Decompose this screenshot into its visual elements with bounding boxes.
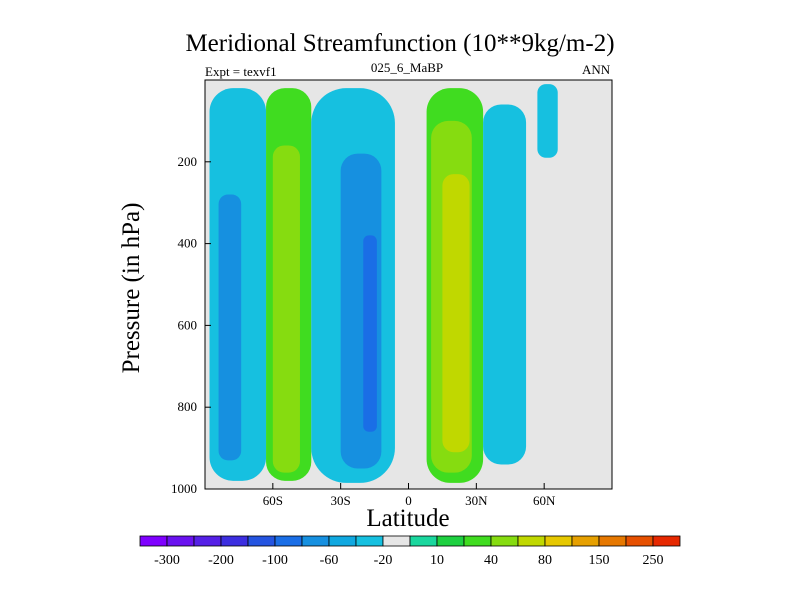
colorbar-swatch — [436, 535, 465, 547]
case-label: 025_6_MaBP — [370, 60, 444, 75]
y-tick-label: 200 — [178, 154, 198, 169]
colorbar-swatch — [382, 535, 411, 547]
colorbar-label: -200 — [208, 553, 234, 568]
colorbar-label: -300 — [154, 553, 180, 568]
colorbar-swatch — [409, 535, 438, 547]
x-tick-label: 60N — [533, 493, 556, 508]
colorbar-label: 40 — [484, 553, 498, 568]
contour-nh-ferrel — [483, 104, 527, 465]
colorbar-label: 80 — [538, 553, 552, 568]
contour-polar-cell — [537, 84, 558, 158]
contour-sh-outer-core — [218, 194, 242, 461]
experiment-label: Expt = texvf1 — [205, 64, 277, 79]
x-tick-label: 60S — [263, 493, 283, 508]
colorbar-label: -60 — [320, 553, 339, 568]
colorbar-swatch — [220, 535, 249, 547]
y-tick-label: 600 — [178, 317, 198, 332]
season-label: ANN — [582, 62, 611, 77]
colorbar-swatch — [625, 535, 654, 547]
colorbar-label: 250 — [643, 553, 664, 568]
colorbar-label: 150 — [589, 553, 610, 568]
colorbar-swatch — [571, 535, 600, 547]
contour-sh-ferrel-core — [272, 145, 300, 473]
contour-nh-hadley-2 — [442, 174, 470, 453]
colorbar-swatch — [463, 535, 492, 547]
x-tick-label: 30N — [465, 493, 488, 508]
colorbar-swatch — [517, 535, 546, 547]
colorbar-swatch — [274, 535, 303, 547]
colorbar-swatch — [301, 535, 330, 547]
colorbar-swatch — [247, 535, 276, 547]
x-tick-label: 0 — [405, 493, 412, 508]
colorbar-label: -20 — [374, 553, 393, 568]
colorbar-swatch — [166, 535, 195, 547]
colorbar-swatch — [652, 535, 681, 547]
colorbar-swatch — [355, 535, 384, 547]
colorbar-swatch — [544, 535, 573, 547]
contour-sh-hadley-2 — [363, 235, 377, 432]
x-tick-label: 30S — [331, 493, 351, 508]
x-axis-label: Latitude — [366, 505, 450, 532]
colorbar-swatch — [139, 535, 168, 547]
colorbar-label: 10 — [430, 553, 444, 568]
colorbar-swatch — [328, 535, 357, 547]
y-tick-label: 400 — [178, 236, 198, 251]
chart-title: Meridional Streamfunction (10**9kg/m-2) — [185, 30, 615, 57]
colorbar-swatch — [193, 535, 222, 547]
colorbar-swatch — [490, 535, 519, 547]
colorbar-swatch — [598, 535, 627, 547]
y-tick-label: 1000 — [171, 481, 197, 496]
colorbar-label: -100 — [262, 553, 288, 568]
y-tick-label: 800 — [178, 399, 198, 414]
